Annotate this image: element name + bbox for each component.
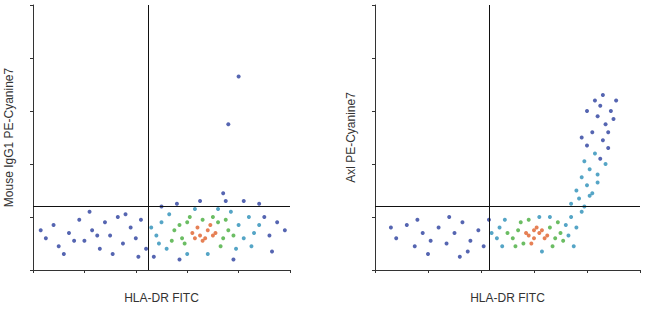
svg-text:Mouse IgG1 PE-Cyanine7: Mouse IgG1 PE-Cyanine7 bbox=[2, 67, 16, 207]
svg-text:HLA-DR FITC: HLA-DR FITC bbox=[124, 291, 199, 305]
svg-text:HLA-DR FITC: HLA-DR FITC bbox=[470, 291, 545, 305]
svg-text:Axl PE-Cyanine7: Axl PE-Cyanine7 bbox=[344, 92, 358, 183]
